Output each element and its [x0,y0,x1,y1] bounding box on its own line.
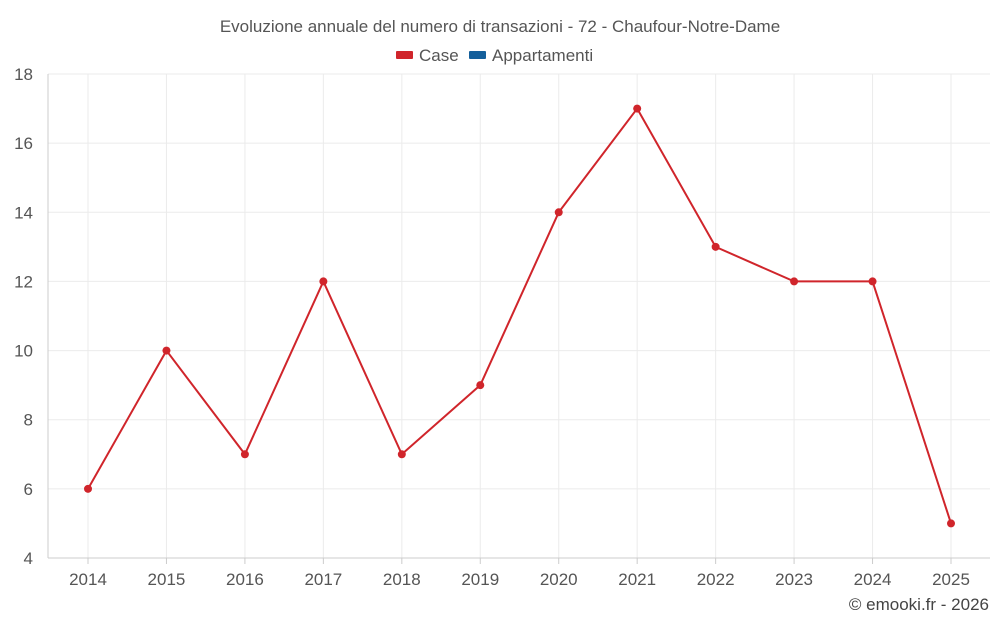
data-point-case-2017[interactable] [319,277,328,286]
data-point-case-2025[interactable] [947,519,955,528]
x-tick-label: 2025 [932,570,970,589]
x-tick-label: 2022 [697,570,735,589]
y-tick-label: 4 [24,549,33,568]
y-tick-label: 12 [14,272,33,291]
y-tick-label: 8 [24,411,33,430]
x-tick-label: 2023 [775,570,813,589]
data-point-case-2019[interactable] [476,381,485,390]
y-tick-label: 10 [14,342,33,361]
legend-swatch-appartamenti [469,51,486,59]
data-point-case-2014[interactable] [84,484,92,493]
y-tick-label: 14 [14,203,33,222]
series-line-case [87,106,952,524]
data-point-case-2018[interactable] [397,450,406,459]
data-point-case-2015[interactable] [162,346,171,355]
x-tick-label: 2018 [383,570,421,589]
grid [48,73,990,558]
data-point-case-2022[interactable] [711,242,720,251]
x-tick-label: 2016 [226,570,264,589]
chart-title: Evoluzione annuale del numero di transaz… [220,17,780,36]
x-tick-label: 2020 [540,570,578,589]
data-point-case-2020[interactable] [554,208,563,217]
legend: Case Appartamenti [396,46,593,65]
x-tick-label: 2017 [304,570,342,589]
legend-label-appartamenti: Appartamenti [492,46,593,65]
y-tick-label: 6 [24,480,33,499]
legend-swatch-case [396,51,413,59]
data-point-case-2021[interactable] [633,104,642,113]
data-point-case-2024[interactable] [868,277,877,286]
data-point-case-2016[interactable] [240,450,249,459]
legend-item-appartamenti[interactable]: Appartamenti [469,46,593,65]
legend-item-case[interactable]: Case [396,46,459,65]
series-layer [84,104,955,528]
y-tick-label: 16 [14,134,33,153]
x-tick-label: 2019 [461,570,499,589]
x-tick-label: 2021 [618,570,656,589]
x-tick-label: 2015 [148,570,186,589]
y-axis-tick-labels: 4 6 8 10 12 14 16 18 [14,65,33,568]
data-point-case-2023[interactable] [790,277,799,286]
axes [47,74,990,564]
x-tick-label: 2024 [854,570,892,589]
footer-credit: © emooki.fr - 2026 [849,595,989,614]
x-tick-label: 2014 [69,570,107,589]
legend-label-case: Case [419,46,459,65]
x-axis-tick-labels: 2014 2015 2016 2017 2018 2019 2020 2021 2022 2023… [69,570,970,589]
y-tick-label: 18 [14,65,33,84]
